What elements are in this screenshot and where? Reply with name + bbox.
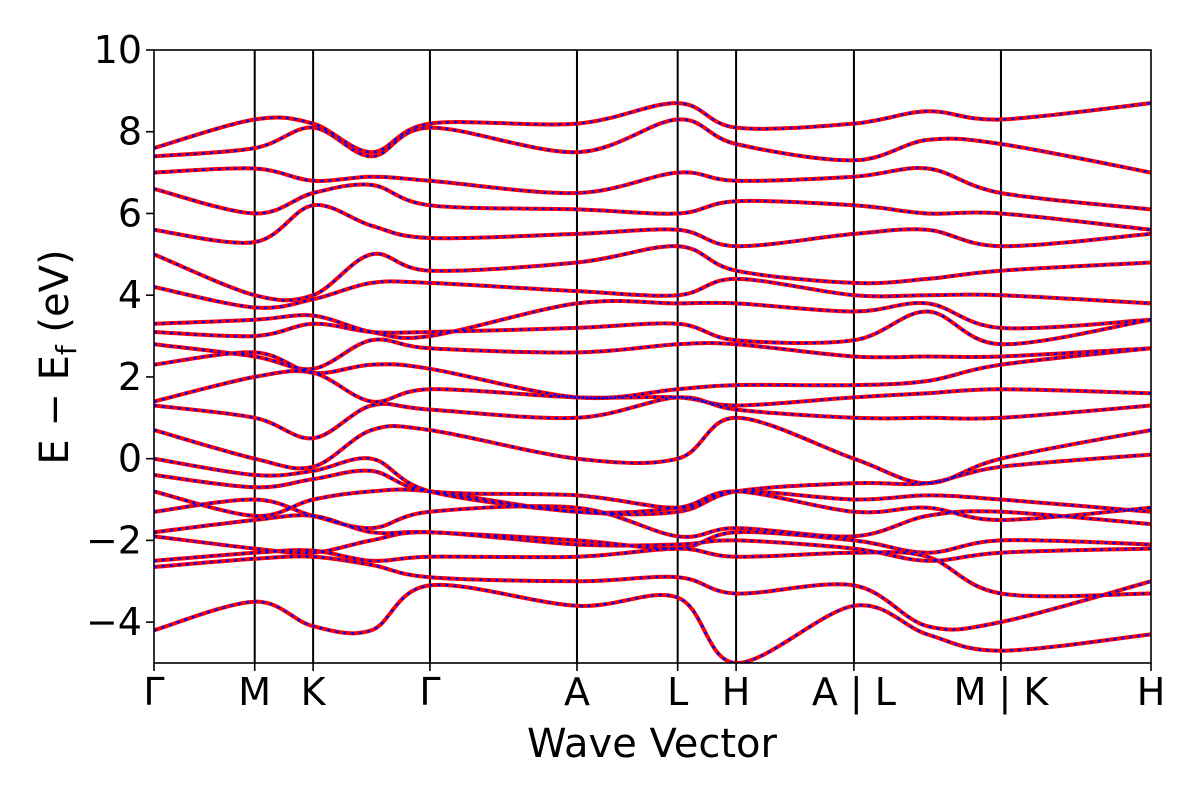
x-tick-label: A | L [812, 670, 896, 715]
band-line-blue-13 [154, 338, 1151, 371]
y-axis: −4 −2 0 2 4 6 8 10 [86, 28, 154, 644]
band-line-blue-7 [154, 469, 1151, 514]
x-tick-label: M [238, 670, 271, 714]
y-tick-label: 2 [118, 355, 142, 399]
x-tick-label: H [722, 670, 751, 714]
band-line-blue-5 [154, 498, 1151, 539]
band-line-blue-14 [154, 310, 1151, 346]
y-tick-label: −4 [86, 600, 142, 644]
y-axis-label-main: E − E [32, 355, 78, 465]
band-line-blue-22 [154, 101, 1151, 154]
y-axis-label: E − Ef (eV) [32, 249, 83, 464]
y-tick-label: 4 [118, 273, 142, 317]
x-tick-label: K [301, 670, 327, 714]
band-line-blue-3 [154, 530, 1151, 563]
band-line-red-18 [154, 203, 1151, 249]
band-line-blue-19 [154, 183, 1151, 232]
x-tick-label: Γ [143, 670, 164, 714]
x-tick-label: L [667, 670, 688, 714]
band-line-blue-1 [154, 555, 1151, 631]
y-axis-label-unit: (eV) [32, 249, 78, 345]
band-line-red-2 [154, 546, 1151, 599]
band-line-red-10 [154, 395, 1151, 441]
band-line-blue-9 [154, 416, 1151, 485]
band-line-red-6 [154, 487, 1151, 523]
y-axis-label-subscript: f [50, 344, 83, 355]
plot-frame [153, 49, 1152, 664]
band-line-red-12 [154, 346, 1151, 401]
x-tick-label: H [1137, 670, 1166, 714]
bands-dashed-blue [154, 101, 1151, 663]
y-tick-label: 10 [94, 28, 142, 72]
band-line-blue-17 [154, 244, 1151, 302]
y-tick-label: 6 [118, 191, 142, 235]
band-line-blue-16 [154, 277, 1151, 310]
x-tick-label: A [564, 670, 590, 714]
band-line-blue-11 [154, 369, 1151, 407]
y-tick-label: 0 [118, 437, 142, 481]
axes-frame [153, 49, 1152, 664]
x-tick-label: Γ [419, 670, 440, 714]
band-line-blue-0 [154, 583, 1151, 663]
x-tick-label: M | K [954, 670, 1050, 715]
x-axis-label: Wave Vector [527, 721, 778, 767]
band-line-blue-15 [154, 299, 1151, 340]
band-line-blue-21 [154, 118, 1151, 174]
band-line-blue-8 [154, 453, 1151, 516]
band-line-blue-20 [154, 166, 1151, 211]
y-tick-label: −2 [86, 518, 142, 562]
y-tick-label: 8 [118, 110, 142, 154]
